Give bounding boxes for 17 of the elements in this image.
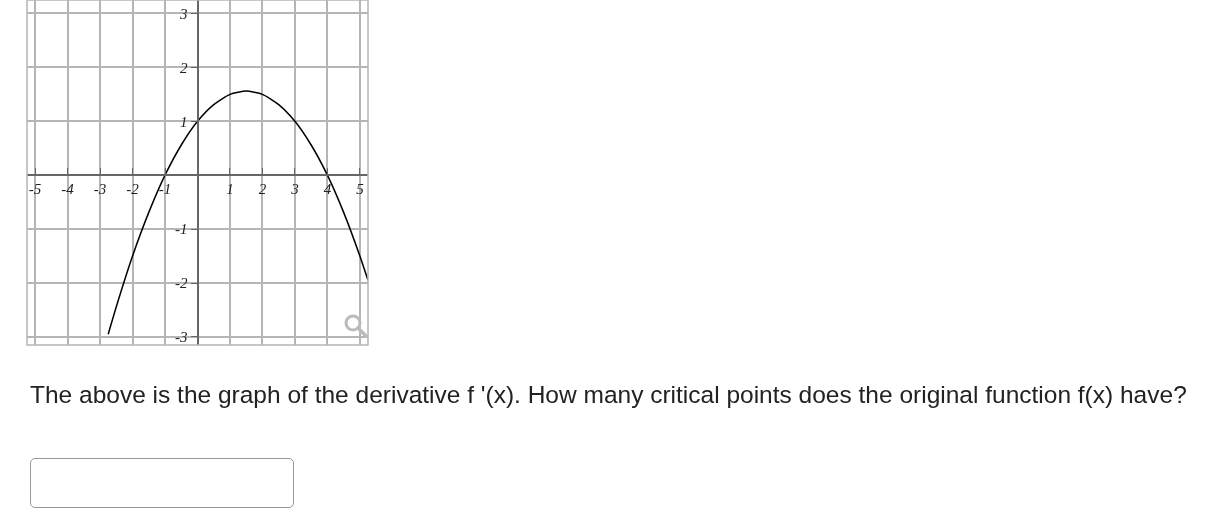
y-tick-label: 1 <box>180 113 188 130</box>
x-tick-label: -5 <box>28 181 42 198</box>
y-tick-label: -3 <box>175 329 188 346</box>
y-tick-label: -2 <box>175 275 188 292</box>
x-tick-label: -3 <box>93 181 107 198</box>
x-tick-label: 1 <box>226 181 234 198</box>
x-tick-label: -2 <box>126 181 140 198</box>
y-tick-label: 3 <box>179 5 188 22</box>
x-tick-label: 4 <box>323 181 332 198</box>
x-tick-label: 5 <box>356 181 365 198</box>
x-tick-label: -1 <box>158 181 172 198</box>
y-tick-label: -1 <box>175 221 188 238</box>
x-tick-label: 2 <box>258 181 267 198</box>
x-tick-label: 3 <box>290 181 299 198</box>
text: The above is the graph of the derivative f '(x). How many critical points does the original function f(x) have? <box>30 380 1188 410</box>
x-tick-label: -4 <box>61 181 75 198</box>
y-tick-label: 2 <box>180 59 188 76</box>
